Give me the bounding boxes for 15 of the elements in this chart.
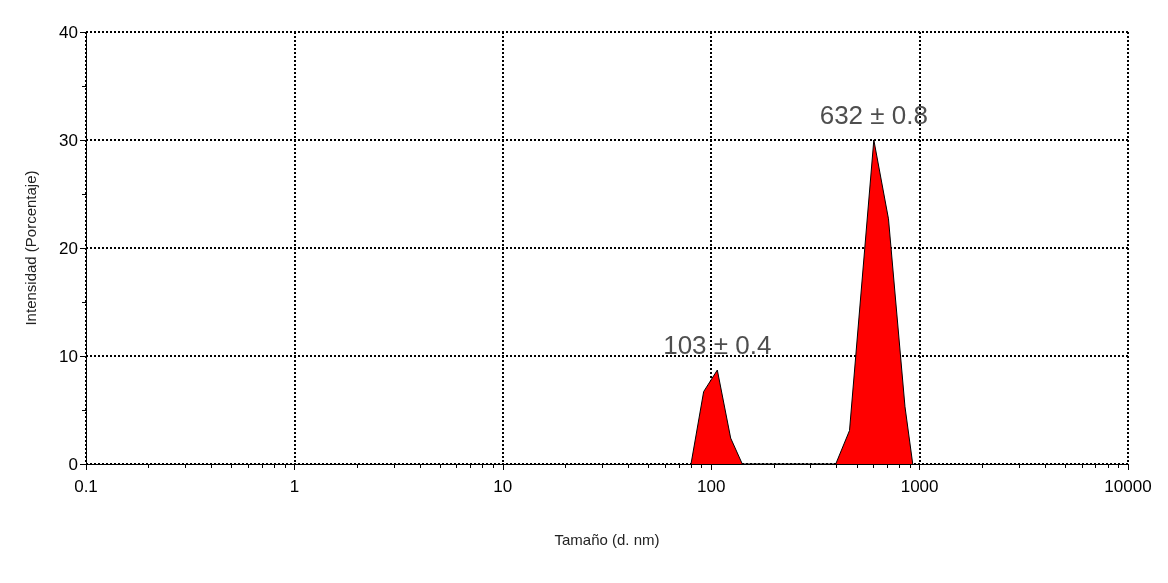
y-tick-label: 20 [59,238,78,258]
annotation: 103 ± 0.4 [663,330,772,361]
annotation: 632 ± 0.8 [819,100,928,130]
x-tick-label: 1000 [900,477,939,496]
x-tick-label: 10000 [1104,477,1152,496]
y-tick-label: 30 [59,130,78,150]
y-tick-label: 40 [59,22,78,42]
y-tick-label: 0 [68,454,78,474]
x-tick-label: 1 [289,477,300,496]
x-tick-label: 0.1 [74,477,98,496]
y-axis-title: Intensidad (Porcentaje) [22,170,39,326]
y-tick-label: 10 [59,346,78,366]
x-axis-title: Tamaño (d. nm) [554,531,660,548]
x-tick-label: 10 [493,477,513,496]
x-tick-label: 100 [697,477,726,496]
